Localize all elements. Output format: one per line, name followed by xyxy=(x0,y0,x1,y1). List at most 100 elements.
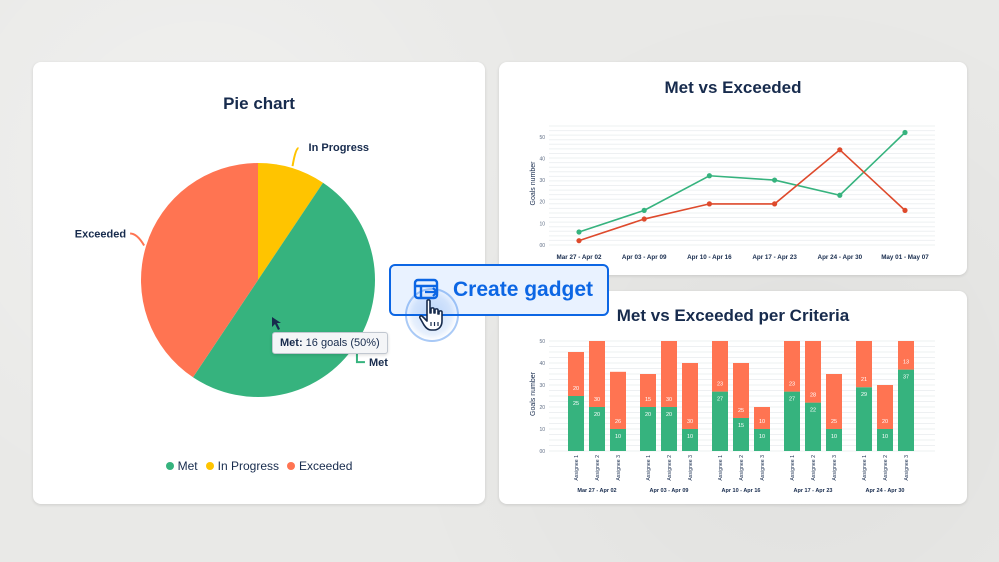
bar-value-label-exceeded: 30 xyxy=(687,419,693,425)
line-point[interactable] xyxy=(837,192,843,198)
legend-label-met: Met xyxy=(177,459,198,473)
bar-segment-met[interactable] xyxy=(754,429,770,451)
line-point[interactable] xyxy=(706,173,712,179)
bar-segment-met[interactable] xyxy=(589,407,605,451)
line-y-axis-label: Goals number xyxy=(530,161,537,206)
line-point[interactable] xyxy=(706,201,712,207)
bar-value-label-exceeded: 20 xyxy=(573,386,579,392)
legend-dot-exceeded xyxy=(287,462,295,470)
bar-assignee-label: Assignee 2 xyxy=(595,455,601,481)
legend-item-met[interactable]: Met xyxy=(165,459,198,473)
bar-assignee-label: Assignee 1 xyxy=(718,455,724,481)
line-chart-card: Met vs Exceeded 00 10 20 30 40 50 Goals number… xyxy=(499,62,967,275)
bar-group-label: Apr 24 - Apr 30 xyxy=(866,488,905,494)
pie-label-exceeded: Exceeded xyxy=(75,228,126,240)
bar-segment-exceeded[interactable] xyxy=(712,341,728,392)
bar-value-label-met: 20 xyxy=(666,412,672,418)
bar-segment-exceeded[interactable] xyxy=(826,374,842,429)
bar-segment-exceeded[interactable] xyxy=(856,341,872,388)
bar-assignee-label: Assignee 1 xyxy=(862,455,868,481)
bar-segment-exceeded[interactable] xyxy=(589,341,605,407)
legend-label-in-progress: In Progress xyxy=(217,459,279,473)
bar-chart-card: Met vs Exceeded per Criteria 00 10 20 30 40 5… xyxy=(499,291,967,504)
bar-segment-met[interactable] xyxy=(877,429,893,451)
legend-item-exceeded[interactable]: Exceeded xyxy=(287,459,352,473)
bar-value-label-met: 10 xyxy=(759,434,765,440)
bar-assignee-label: Assignee 1 xyxy=(646,455,652,481)
bar-segment-met[interactable] xyxy=(682,429,698,451)
bar-segment-met[interactable] xyxy=(856,387,872,451)
line-point[interactable] xyxy=(576,229,582,235)
line-point[interactable] xyxy=(641,216,647,222)
bar-segment-exceeded[interactable] xyxy=(682,363,698,429)
bar-segment-met[interactable] xyxy=(610,429,626,451)
bar-value-label-exceeded: 23 xyxy=(717,382,723,388)
line-x-tick: Apr 17 - Apr 23 xyxy=(752,254,797,261)
bar-segment-met[interactable] xyxy=(898,369,914,451)
bar-segment-met[interactable] xyxy=(784,391,800,451)
legend-item-in-progress[interactable]: In Progress xyxy=(205,459,279,473)
line-point[interactable] xyxy=(641,207,647,213)
bar-assignee-label: Assignee 1 xyxy=(790,455,796,481)
bar-segment-exceeded[interactable] xyxy=(784,341,800,392)
bar-assignee-label: Assignee 1 xyxy=(574,455,580,481)
mouse-pointer-icon xyxy=(272,317,281,330)
bar-assignee-label: Assignee 3 xyxy=(760,455,766,481)
bar-segment-met[interactable] xyxy=(733,418,749,451)
line-series-1[interactable] xyxy=(578,148,906,242)
line-point[interactable] xyxy=(902,207,908,213)
legend-dot-met xyxy=(165,462,174,470)
bar-segment-met[interactable] xyxy=(640,407,656,451)
bar-segment-met[interactable] xyxy=(661,407,677,451)
bar-segment-met[interactable] xyxy=(568,396,584,451)
line-series-0[interactable] xyxy=(578,131,906,233)
bar-segment-exceeded[interactable] xyxy=(640,374,656,407)
line-y-tick: 20 xyxy=(539,200,545,206)
bar-value-label-exceeded: 15 xyxy=(645,397,651,403)
bar-y-tick: 20 xyxy=(539,405,545,411)
line-x-tick: Apr 03 - Apr 09 xyxy=(622,254,667,261)
pie-leader-line-exceeded xyxy=(130,232,145,246)
bar-value-label-met: 29 xyxy=(861,392,867,398)
pie-slice-in-progress[interactable] xyxy=(258,163,324,280)
pie-label-met: Met xyxy=(369,357,388,369)
bar-segment-met[interactable] xyxy=(805,402,821,451)
line-point[interactable] xyxy=(902,129,908,136)
bar-group-label: Apr 10 - Apr 16 xyxy=(722,488,761,494)
pie-chart-title: Pie chart xyxy=(223,94,295,113)
line-point[interactable] xyxy=(837,147,843,153)
bar-segment-exceeded[interactable] xyxy=(610,371,626,429)
bar-value-label-met: 27 xyxy=(789,397,795,403)
line-point[interactable] xyxy=(772,201,778,207)
bar-y-tick: 40 xyxy=(539,361,545,367)
bar-value-label-exceeded: 20 xyxy=(882,419,888,425)
bar-group-label: Apr 03 - Apr 09 xyxy=(650,488,689,494)
bar-segment-exceeded[interactable] xyxy=(754,407,770,429)
bar-value-label-exceeded: 25 xyxy=(831,419,837,425)
bar-value-label-exceeded: 28 xyxy=(810,393,816,399)
bar-chart-title: Met vs Exceeded per Criteria xyxy=(616,306,850,325)
line-y-tick: 50 xyxy=(539,135,545,141)
bar-value-label-met: 20 xyxy=(645,412,651,418)
bar-assignee-label: Assignee 2 xyxy=(811,455,817,481)
bar-segment-exceeded[interactable] xyxy=(805,341,821,403)
bar-segment-met[interactable] xyxy=(712,391,728,451)
bar-segment-exceeded[interactable] xyxy=(733,363,749,418)
pie-slice-exceeded[interactable] xyxy=(140,163,258,378)
bar-assignee-label: Assignee 3 xyxy=(688,455,694,481)
line-point[interactable] xyxy=(772,177,778,183)
line-point[interactable] xyxy=(576,238,582,244)
bar-segment-exceeded[interactable] xyxy=(568,352,584,396)
bar-y-tick: 10 xyxy=(539,427,545,433)
bar-value-label-met: 10 xyxy=(831,434,837,440)
bar-segment-exceeded[interactable] xyxy=(898,341,914,370)
bar-segment-met[interactable] xyxy=(826,429,842,451)
bar-value-label-exceeded: 30 xyxy=(666,397,672,403)
pie-tooltip: Met: 16 goals (50%) xyxy=(272,332,388,354)
line-x-tick: Mar 27 - Apr 02 xyxy=(557,254,602,261)
bar-value-label-exceeded: 13 xyxy=(903,360,909,366)
pie-leader-line-in-progress xyxy=(291,147,299,167)
bar-value-label-exceeded: 21 xyxy=(861,377,867,383)
bar-segment-exceeded[interactable] xyxy=(661,341,677,407)
bar-segment-exceeded[interactable] xyxy=(877,385,893,429)
